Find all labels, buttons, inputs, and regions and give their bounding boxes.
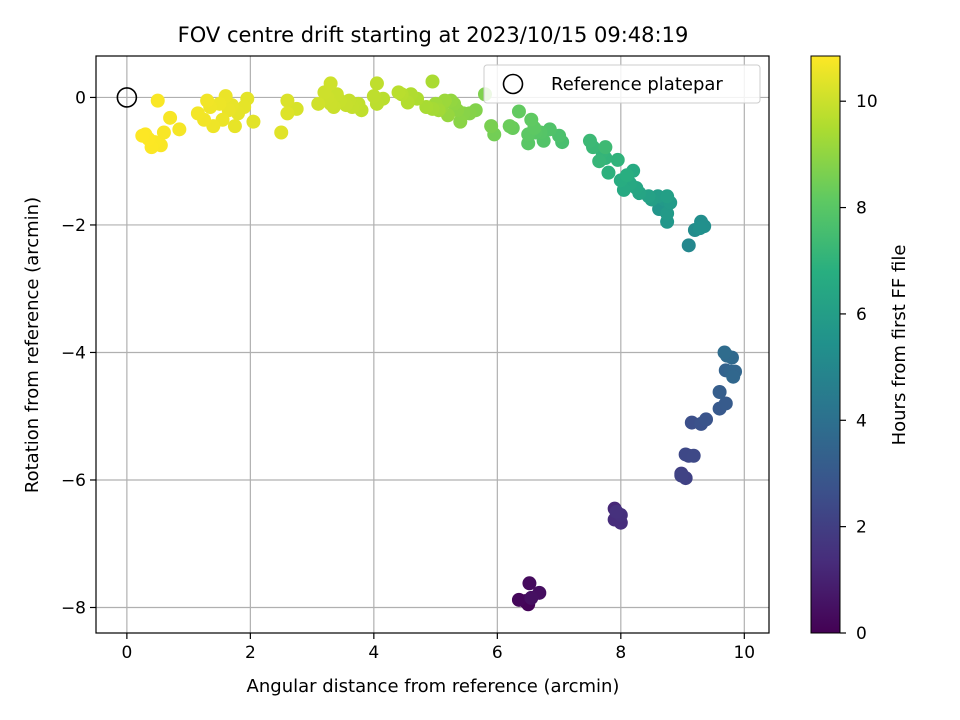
data-point	[280, 93, 295, 108]
colorbar-tick-label: 0	[856, 624, 867, 644]
x-tick-label: 2	[245, 643, 256, 663]
y-tick-label: −8	[61, 598, 86, 618]
scatter-points	[135, 74, 743, 612]
data-point	[419, 100, 434, 115]
data-point	[524, 112, 539, 127]
data-point	[619, 168, 634, 183]
data-point	[274, 125, 289, 140]
data-point	[391, 85, 406, 100]
data-point	[484, 119, 499, 134]
colorbar: 0 2 4 6 8 10 Hours from first FF file	[810, 55, 910, 644]
data-point	[610, 152, 625, 167]
data-point	[717, 345, 732, 360]
data-point	[280, 106, 295, 121]
data-point	[681, 238, 696, 253]
x-tick-label: 8	[615, 643, 626, 663]
data-point	[163, 110, 178, 125]
y-tick-label: −2	[61, 216, 86, 236]
data-point	[598, 140, 613, 155]
chart-title: FOV centre drift starting at 2023/10/15 …	[178, 23, 689, 47]
data-point	[582, 133, 597, 148]
data-point	[524, 590, 539, 605]
colorbar-label: Hours from first FF file	[889, 245, 910, 446]
data-point	[692, 221, 707, 236]
colorbar-tick-label: 2	[856, 518, 867, 538]
data-point	[511, 592, 526, 607]
data-point	[712, 384, 727, 399]
x-tick-label: 0	[121, 643, 132, 663]
x-axis-ticks: 0 2 4 6 8 10	[121, 633, 755, 663]
x-tick-label: 10	[733, 643, 755, 663]
data-point	[686, 448, 701, 463]
data-point	[609, 504, 624, 519]
data-point	[190, 106, 205, 121]
data-point	[135, 128, 150, 143]
data-point	[366, 89, 381, 104]
colorbar-tick-label: 8	[856, 199, 867, 219]
data-point	[172, 122, 187, 137]
data-point	[323, 76, 338, 91]
data-point	[227, 119, 242, 134]
data-point	[311, 96, 326, 111]
colorbar-tick-label: 10	[856, 92, 878, 112]
y-tick-label: 0	[75, 88, 86, 108]
plot-frame	[95, 55, 770, 634]
legend: Reference platepar	[483, 64, 761, 104]
legend-entry-label: Reference platepar	[551, 74, 723, 95]
y-axis-label: Rotation from reference (arcmin)	[22, 197, 43, 493]
legend-box	[483, 64, 761, 104]
data-point	[726, 369, 741, 384]
data-point	[156, 125, 171, 140]
data-point	[601, 165, 616, 180]
data-point	[453, 114, 468, 129]
colorbar-gradient	[810, 55, 841, 634]
colorbar-tick-label: 4	[856, 411, 867, 431]
data-point	[200, 93, 215, 108]
legend-marker	[502, 73, 524, 95]
grid-lines	[96, 56, 769, 633]
x-axis-label: Angular distance from reference (arcmin)	[247, 676, 620, 697]
data-point	[522, 576, 537, 591]
data-point	[511, 104, 526, 119]
data-point	[718, 396, 733, 411]
data-point	[369, 76, 384, 91]
y-tick-label: −6	[61, 471, 86, 491]
data-point	[660, 206, 675, 221]
x-tick-label: 4	[368, 643, 379, 663]
data-point	[150, 93, 165, 108]
data-point	[699, 412, 714, 427]
data-point	[674, 468, 689, 483]
colorbar-ticks: 0 2 4 6 8 10	[840, 92, 878, 644]
data-point	[425, 74, 440, 89]
y-axis-ticks: −8 −6 −4 −2 0	[61, 88, 96, 618]
data-point	[246, 114, 261, 129]
data-point	[502, 119, 517, 134]
data-point	[660, 189, 675, 204]
data-point	[592, 154, 607, 169]
reference-point-marker	[116, 87, 138, 108]
y-tick-label: −4	[61, 343, 86, 363]
colorbar-tick-label: 6	[856, 305, 867, 325]
x-tick-label: 6	[492, 643, 503, 663]
